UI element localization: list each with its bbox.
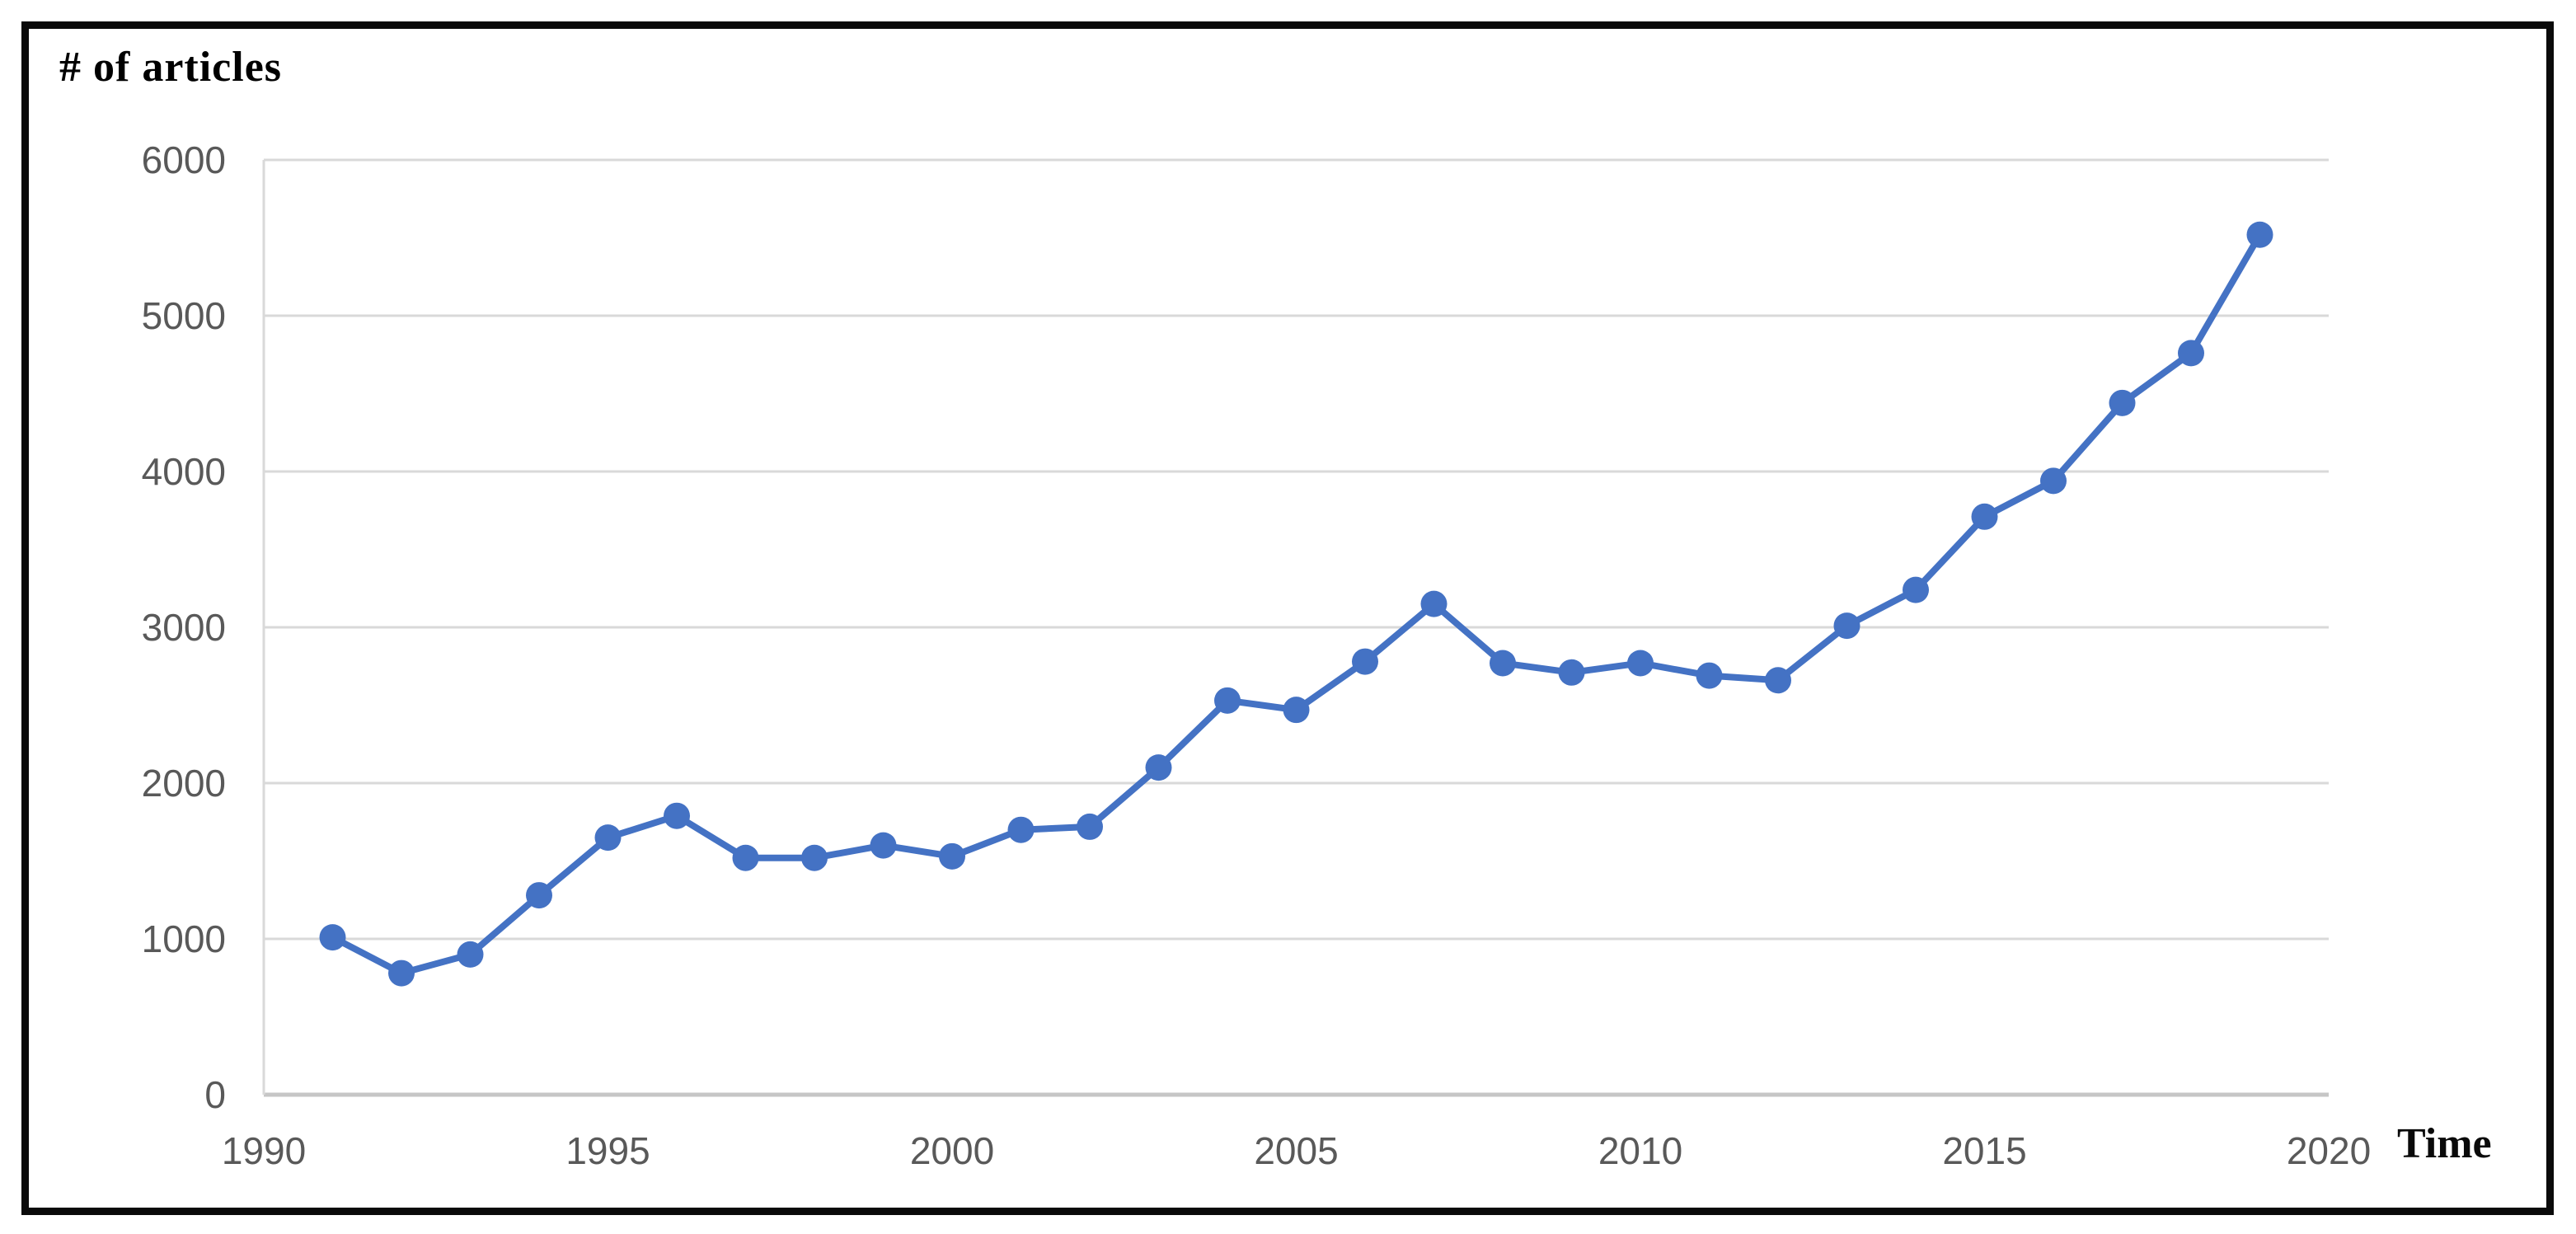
data-point-marker	[1007, 816, 1035, 843]
data-point-marker	[319, 924, 346, 951]
data-point-marker	[2109, 389, 2136, 416]
data-point-marker	[1833, 612, 1860, 640]
data-point-marker	[1077, 813, 1103, 840]
data-point-marker	[870, 832, 897, 859]
data-point-marker	[2246, 221, 2273, 248]
data-point-marker	[1765, 667, 1791, 694]
data-point-marker	[801, 844, 828, 871]
data-point-marker	[1283, 697, 1310, 724]
data-point-marker	[1352, 648, 1378, 675]
data-point-marker	[1696, 662, 1723, 689]
data-point-marker	[1627, 650, 1654, 677]
y-tick-label: 6000	[142, 138, 226, 181]
data-point-marker	[594, 824, 622, 852]
series-line	[329, 231, 2264, 977]
x-axis-title: Time	[2397, 1120, 2492, 1167]
x-tick-label: 2020	[2287, 1129, 2371, 1172]
y-tick-label: 0	[204, 1073, 226, 1116]
data-point-marker	[939, 842, 965, 870]
data-point-marker	[1903, 576, 1929, 603]
data-point-marker	[1558, 659, 1585, 686]
data-point-marker	[732, 844, 759, 871]
chart-title: # of articles	[59, 44, 283, 91]
x-tick-label: 2015	[1942, 1129, 2026, 1172]
y-tick-label: 4000	[142, 450, 226, 493]
x-tick-label: 2000	[910, 1129, 994, 1172]
data-point-marker	[1971, 503, 1998, 530]
data-point-marker	[388, 960, 415, 987]
data-point-marker	[1420, 590, 1448, 617]
data-point-marker	[457, 941, 484, 968]
data-point-marker	[1490, 650, 1516, 677]
data-point-marker	[1145, 754, 1172, 781]
data-point-marker	[2040, 467, 2067, 495]
data-point-marker	[2178, 340, 2204, 367]
data-point-marker	[664, 802, 690, 829]
y-tick-label: 2000	[142, 762, 226, 805]
x-tick-label: 2005	[1254, 1129, 1338, 1172]
data-point-marker	[1214, 687, 1241, 714]
data-point-marker	[526, 882, 552, 909]
x-tick-label: 1990	[222, 1129, 306, 1172]
y-tick-label: 5000	[142, 294, 226, 337]
y-tick-label: 1000	[142, 917, 226, 960]
x-tick-label: 2010	[1598, 1129, 1682, 1172]
x-tick-label: 1995	[565, 1129, 650, 1172]
y-tick-label: 3000	[142, 606, 226, 649]
